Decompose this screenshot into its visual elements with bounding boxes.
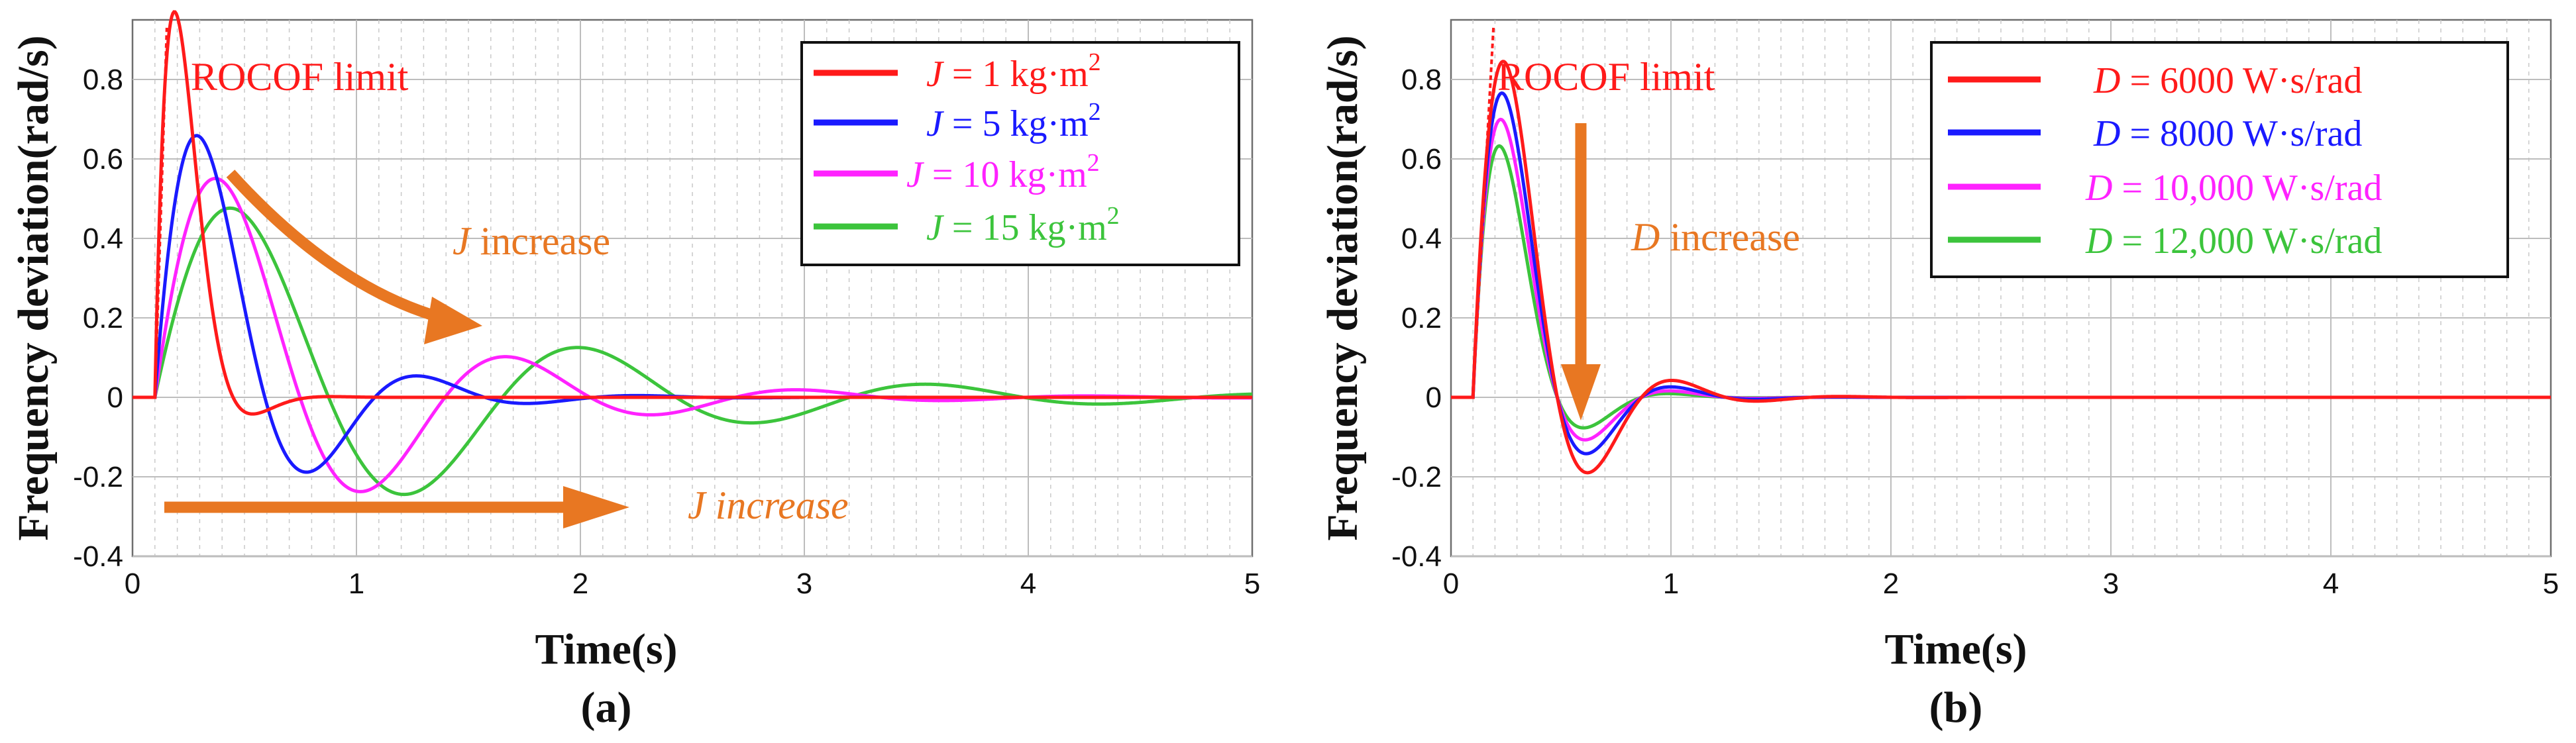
legend-label: J = 1 kg·m2 (926, 48, 1101, 95)
x-ticks-a: 0 1 2 3 4 5 (125, 568, 1260, 600)
x-tick-label: 0 (1443, 568, 1459, 600)
y-ticks-a: -0.4 -0.2 0 0.2 0.4 0.6 0.8 (73, 64, 123, 573)
x-tick-label: 0 (125, 568, 140, 600)
legend-item: D = 12,000 W·s/rad (1948, 221, 2382, 262)
legend-label: D = 8000 W·s/rad (2093, 113, 2362, 154)
legend-item: D = 8000 W·s/rad (1948, 113, 2362, 154)
legend-b: D = 6000 W·s/rad D = 8000 W·s/rad D = 10… (1930, 41, 2509, 278)
x-ticks-b: 0 1 2 3 4 5 (1443, 568, 2559, 600)
panel-a: -0.4 -0.2 0 0.2 0.4 0.6 0.8 0 1 2 3 4 5 ROCOF limit… (9, 10, 1260, 732)
y-tick-label: 0.2 (83, 302, 123, 334)
y-ticks-b: -0.4 -0.2 0 0.2 0.4 0.6 0.8 (1391, 64, 1442, 573)
series-line (1451, 60, 2551, 475)
x-tick-label: 5 (2543, 568, 2559, 600)
legend-items-a: J = 1 kg·m2 J = 5 kg·m2 J = 10 kg·m2 J =… (814, 48, 1120, 248)
x-tick-label: 2 (1883, 568, 1899, 600)
y-tick-label: 0.8 (1401, 64, 1442, 96)
y-tick-label: 0 (1426, 381, 1442, 414)
curves-a (133, 10, 1253, 497)
increase-arrow-curved-a (226, 170, 439, 322)
y-tick-label: 0 (107, 381, 123, 414)
x-tick-label: 2 (572, 568, 588, 600)
panel-label-b: (b) (1929, 683, 1983, 732)
y-tick-label: 0.6 (83, 143, 123, 175)
y-tick-label: 0.4 (1401, 223, 1442, 255)
legend-item: J = 15 kg·m2 (814, 202, 1120, 248)
x-tick-label: 5 (1244, 568, 1260, 600)
y-axis-label-a: Frequency deviation(rad/s) (9, 35, 58, 540)
x-tick-label: 4 (1020, 568, 1036, 600)
legend-label: J = 10 kg·m2 (906, 149, 1100, 195)
series-line (133, 206, 1253, 497)
annotation-j-increase-upper: J increase (453, 219, 610, 263)
y-tick-label: -0.2 (1391, 461, 1442, 493)
y-tick-label: -0.4 (73, 540, 123, 573)
y-tick-label: 0.4 (83, 223, 123, 255)
rocof-limit-label-a: ROCOF limit (191, 55, 409, 99)
legend-item: J = 10 kg·m2 (814, 149, 1100, 195)
annotation-d-increase: D increase (1631, 215, 1800, 259)
legend-label: D = 6000 W·s/rad (2093, 60, 2362, 101)
increase-arrow-curved-head-a (424, 297, 482, 344)
legend-label: D = 10,000 W·s/rad (2085, 168, 2382, 209)
y-tick-label: 0.2 (1401, 302, 1442, 334)
legend-item: J = 5 kg·m2 (814, 98, 1101, 144)
y-axis-label-b: Frequency deviation(rad/s) (1318, 35, 1367, 540)
legend-label: J = 15 kg·m2 (926, 202, 1120, 248)
legend-items-b: D = 6000 W·s/rad D = 8000 W·s/rad D = 10… (1948, 60, 2382, 262)
panel-label-a: (a) (581, 683, 632, 732)
x-tick-label: 1 (349, 568, 364, 600)
rocof-limit-label-b: ROCOF limit (1497, 55, 1715, 99)
legend-item: D = 10,000 W·s/rad (1948, 168, 2382, 209)
annotation-j-increase-lower: J increase (688, 483, 849, 527)
legend-label: D = 12,000 W·s/rad (2085, 221, 2382, 262)
x-axis-label-a: Time(s) (535, 625, 677, 673)
x-axis-label-b: Time(s) (1884, 625, 2027, 673)
rocof-limit-line-a (153, 27, 168, 398)
y-tick-label: -0.2 (73, 461, 123, 493)
legend-label: J = 5 kg·m2 (926, 98, 1101, 144)
x-tick-label: 3 (2103, 568, 2119, 600)
increase-arrow-vertical-head-b (1561, 364, 1601, 421)
curves-b (1451, 60, 2551, 475)
x-tick-label: 3 (796, 568, 812, 600)
legend-a: J = 1 kg·m2 J = 5 kg·m2 J = 10 kg·m2 J =… (800, 41, 1240, 266)
x-tick-label: 4 (2323, 568, 2339, 600)
increase-arrow-horizontal-head-a (563, 486, 629, 528)
y-tick-label: 0.6 (1401, 143, 1442, 175)
panel-b: -0.4 -0.2 0 0.2 0.4 0.6 0.8 0 1 2 3 4 5 ROCOF limit… (1318, 19, 2559, 732)
rocof-limit-line-b (1472, 27, 1495, 398)
legend-item: D = 6000 W·s/rad (1948, 60, 2362, 101)
legend-item: J = 1 kg·m2 (814, 48, 1101, 95)
series-line (133, 10, 1252, 416)
y-tick-label: 0.8 (83, 64, 123, 96)
x-tick-label: 1 (1663, 568, 1679, 600)
y-tick-label: -0.4 (1391, 540, 1442, 573)
